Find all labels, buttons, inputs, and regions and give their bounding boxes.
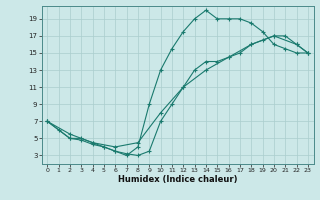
X-axis label: Humidex (Indice chaleur): Humidex (Indice chaleur) [118, 175, 237, 184]
